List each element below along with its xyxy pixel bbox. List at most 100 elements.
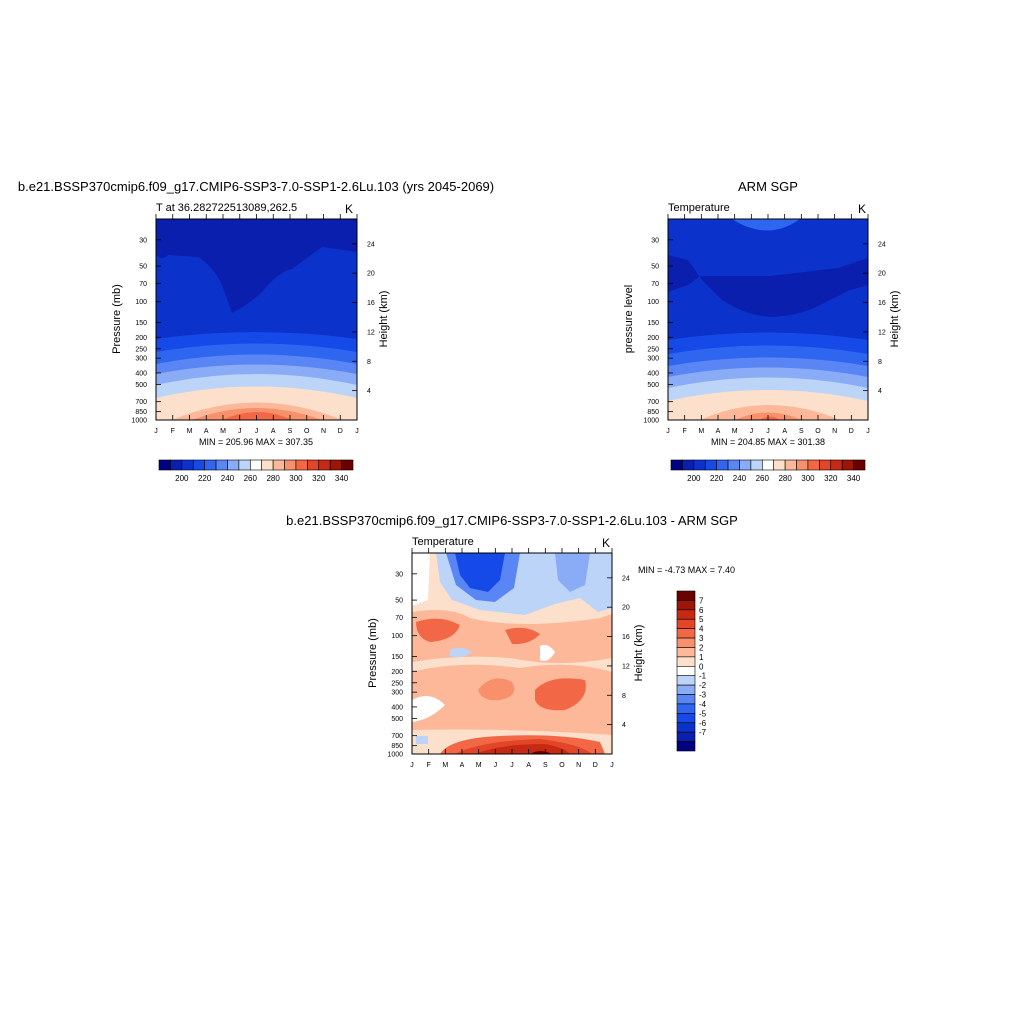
obs-colorbar-label: 340 (847, 474, 861, 483)
obs-ytick-right-label: 16 (878, 300, 886, 307)
model-colorbar-box (215, 459, 228, 471)
model-band-220 (156, 219, 357, 313)
diff-band-neg0-topleft (412, 553, 430, 606)
diff-xtick-label: F (427, 762, 431, 769)
model-ytick-label: 700 (135, 399, 147, 406)
diff-band-minus1-mid (450, 647, 472, 658)
model-xtick-label: S (288, 428, 293, 435)
diff-panel: b.e21.BSSP370cmip6.f09_g17.CMIP6-SSP3-7.… (286, 513, 738, 769)
diff-ytick-right-label: 24 (622, 575, 630, 582)
model-ytick-label: 150 (135, 320, 147, 327)
obs-colorbar-box (739, 459, 752, 471)
diff-xtick-label: O (559, 762, 565, 769)
obs-ytick-label: 850 (647, 409, 659, 416)
diff-band-plus4-mid (505, 627, 540, 645)
diff-ytick-right-label: 8 (622, 693, 626, 700)
model-ytick-right-label: 12 (367, 329, 375, 336)
model-colorbar-box (249, 459, 263, 471)
diff-title: b.e21.BSSP370cmip6.f09_g17.CMIP6-SSP3-7.… (286, 513, 738, 528)
obs-xtick-label: F (683, 428, 687, 435)
diff-band-plus6-surface (475, 744, 570, 754)
diff-colorbar-box (676, 590, 696, 601)
obs-colorbar-box (819, 459, 832, 471)
obs-axes: J F M A M J J A S O N D J 30 50 70 100 150 200 250 300 400 500… (643, 214, 886, 435)
diff-ytick-label: 850 (391, 743, 403, 750)
obs-band-295 (735, 412, 802, 420)
obs-xtick-label: M (698, 428, 704, 435)
diff-xtick-label: J (494, 762, 498, 769)
diff-band-minus1-low (416, 736, 428, 744)
obs-colorbar-label: 240 (733, 474, 747, 483)
diff-contour-field (412, 553, 612, 754)
obs-ytick-label: 250 (647, 346, 659, 353)
diff-band-plus4-right (535, 678, 586, 711)
model-colorbar-label: 260 (244, 474, 258, 483)
diff-colorbar-label: -7 (699, 728, 707, 737)
diff-xtick-label: A (460, 762, 465, 769)
obs-ytick-label: 50 (651, 264, 659, 271)
model-colorbar-box (295, 459, 308, 471)
model-colorbar: 200 220 240 260 280 300 320 340 (158, 459, 354, 483)
diff-ytick-label: 400 (391, 704, 403, 711)
diff-ytick-label: 50 (395, 598, 403, 605)
obs-band-300 (760, 416, 780, 420)
obs-colorbar-box (693, 459, 706, 471)
model-ytick-label: 30 (139, 237, 147, 244)
diff-ytick-label: 150 (391, 654, 403, 661)
model-colorbar-box (158, 459, 171, 471)
model-colorbar-box (318, 459, 331, 471)
diff-colorbar-label: 1 (699, 653, 704, 662)
obs-colorbar-label: 220 (710, 474, 724, 483)
model-ytick-label: 250 (135, 346, 147, 353)
diff-xtick-label: M (442, 762, 448, 769)
diff-ytick-label: 500 (391, 716, 403, 723)
obs-colorbar-box (830, 459, 843, 471)
diff-colorbar-box (676, 628, 696, 639)
diff-ytick-label: 700 (391, 733, 403, 740)
diff-xtick-label: A (526, 762, 531, 769)
diff-band-plus2-lower (412, 664, 612, 735)
model-colorbar-label: 280 (266, 474, 280, 483)
diff-colorbar-label: 2 (699, 643, 704, 652)
model-colorbar-box (204, 459, 217, 471)
diff-xtick-label: J (510, 762, 514, 769)
diff-colorbar-box (676, 694, 696, 705)
obs-colorbar-label: 300 (801, 474, 815, 483)
diff-ytick-label: 70 (395, 615, 403, 622)
model-xtick-label: O (304, 428, 310, 435)
obs-min-max: MIN = 204.85 MAX = 301.38 (711, 437, 825, 447)
model-xtick-label: M (187, 428, 193, 435)
obs-ytick-right-label: 20 (878, 271, 886, 278)
diff-colorbar-label: -4 (699, 700, 707, 709)
diff-ytick-right-label: 16 (622, 634, 630, 641)
diff-colorbar-box (676, 713, 696, 724)
model-ytick-label: 400 (135, 370, 147, 377)
model-panel: b.e21.BSSP370cmip6.f09_g17.CMIP6-SSP3-7.… (18, 179, 494, 483)
obs-ytick-label: 70 (651, 281, 659, 288)
diff-band-zero-left (412, 696, 445, 722)
model-colorbar-box (307, 459, 320, 471)
diff-ytick-label: 250 (391, 680, 403, 687)
model-ytick-label: 50 (139, 264, 147, 271)
model-colorbar-label: 300 (289, 474, 303, 483)
model-xtick-label: J (355, 428, 359, 435)
obs-contour-field (668, 219, 868, 420)
obs-colorbar-label: 200 (687, 474, 701, 483)
model-colorbar-label: 340 (335, 474, 349, 483)
model-colorbar-box (284, 459, 297, 471)
model-ylabel: Pressure (mb) (111, 284, 123, 354)
diff-colorbar-box (676, 647, 696, 658)
diff-colorbar-label: -2 (699, 681, 707, 690)
model-ytick-label: 200 (135, 335, 147, 342)
diff-xtick-label: J (410, 762, 414, 769)
obs-xtick-label: O (815, 428, 821, 435)
diff-colorbar-box (676, 656, 696, 667)
model-axes: J F M A M J J A S O N D J 30 50 70 100 150 200 250 300 400 500… (131, 214, 375, 435)
model-ytick-right-label: 4 (367, 388, 371, 395)
obs-xtick-label: J (666, 428, 670, 435)
model-ytick-right-label: 8 (367, 359, 371, 366)
model-xtick-label: J (154, 428, 158, 435)
diff-colorbar-label: -3 (699, 691, 707, 700)
diff-ytick-right-label: 12 (622, 663, 630, 670)
obs-ylabel-right: Height (km) (889, 291, 901, 348)
